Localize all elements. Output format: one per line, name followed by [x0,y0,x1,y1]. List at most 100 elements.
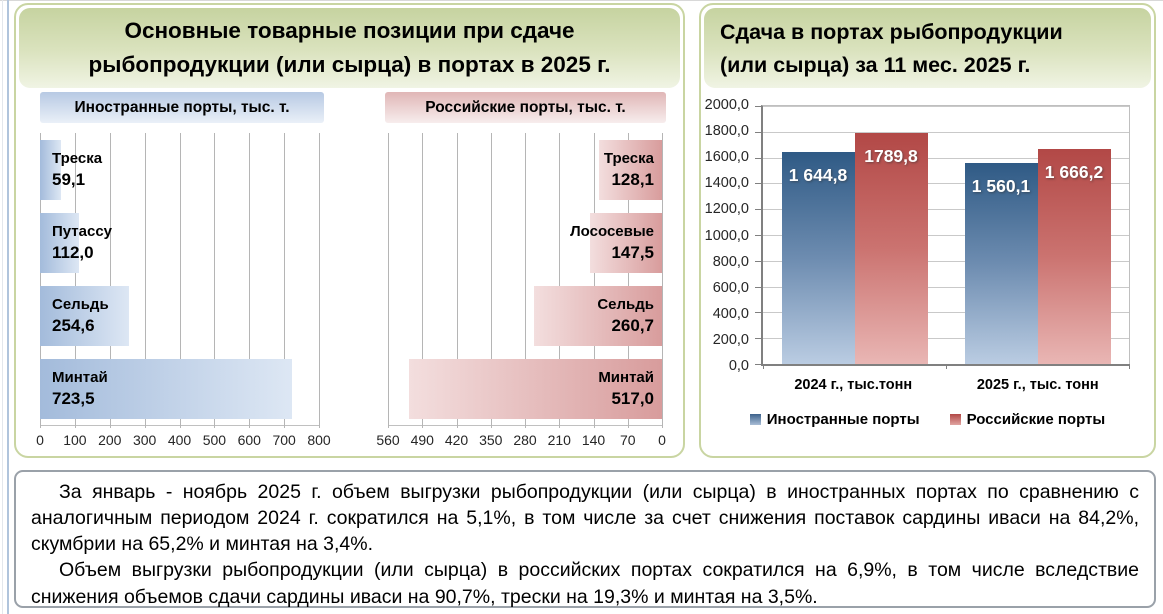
y-axis-tick [755,131,761,133]
bar-value-label: 517,0 [611,389,654,408]
gridline [456,133,458,428]
axis-tick-label: 280 [513,432,537,448]
axis-tick-label: 400 [167,432,192,448]
bar-row-путассу: Путассу 112,0 [40,213,319,273]
axis-tick-label: 800 [307,432,331,448]
axis-tick-label: 100 [63,432,87,448]
commodity-positions-panel: Основные товарные позиции при сдаче рыбо… [14,3,685,458]
left-panel-title-line2: рыбопродукции (или сырца) в портах в 202… [88,51,611,77]
bar-label: Сельдь 260,7 [597,286,654,346]
bar-value-label: 1 560,1 [971,175,1031,196]
gridline [284,133,286,428]
y-axis-tick [755,338,761,340]
ports-comparison-panel: Сдача в портах рыбопродукции (или сырца)… [699,3,1156,458]
axis-tick-label: 200 [98,432,122,448]
foreign-ports-chart: Треска 59,1 Путассу 112,0 Сельдь 254,6 Минтай 7… [36,133,331,449]
y-axis-tick-label: 1000,0 [704,227,749,244]
bar-value-label: 112,0 [52,243,94,262]
bar-category-label: Сельдь [52,296,109,313]
legend-item: Иностранные порты [749,411,920,428]
gridline [763,209,1129,211]
gridline [763,260,1129,262]
axis-tick-label: 700 [272,432,296,448]
y-axis-tick-label: 1600,0 [704,149,749,166]
bar-category-label: Сельдь [597,296,654,313]
right-panel-title: Сдача в портах рыбопродукции (или сырца)… [704,8,1151,88]
gridline [144,133,146,428]
bar-value-label: 1 644,8 [788,164,848,185]
bar-blue: 1 560,1 [964,162,1038,364]
gridline [763,312,1129,314]
gridline [763,131,1129,133]
top-rule [0,0,1163,1]
bar-label: Минтай 723,5 [52,359,108,419]
y-axis-tick [755,106,761,107]
left-rule [2,0,3,614]
summary-note: За январь - ноябрь 2025 г. объем выгрузк… [14,470,1156,608]
gridline [214,133,216,428]
x-axis-tick [946,364,947,369]
gridline [490,133,492,428]
russian-plot-area: Треска 128,1 Лососевые 147,5 Сельдь 260,7 Минт… [388,133,663,428]
note-paragraph-2: Объем выгрузки рыбопродукции (или сырца)… [31,559,1139,608]
russian-ports-chip: Российские порты, тыс. т. [385,92,666,123]
bar-value-label: 59,1 [52,170,86,189]
gridline [763,183,1129,185]
axis-tick-label: 0 [658,432,666,448]
gridline [593,133,595,428]
category-label: 2025 г., тыс. тонн [976,377,1099,393]
bar [40,359,293,419]
gridline [559,133,561,428]
y-axis-tick-label: 1800,0 [704,123,749,140]
gridline [40,133,41,428]
y-axis-tick [755,312,761,314]
bar-category-label: Минтай [52,369,108,386]
bar-category-label: Путассу [52,223,113,240]
gridline [763,235,1129,236]
legend-item: Российские порты [949,411,1106,428]
y-axis-tick-label: 200,0 [712,331,749,348]
axis-tick-label: 490 [410,432,434,448]
plot-area: 1 644,8 1789,8 1 560,1 1 666,2 [755,105,1130,369]
bar-red: 1 666,2 [1037,149,1111,364]
bar-value-label: 1 666,2 [1044,162,1104,183]
foreign-plot-area: Треска 59,1 Путассу 112,0 Сельдь 254,6 Минтай 7… [40,133,320,428]
bar-row-лососевые: Лососевые 147,5 [388,213,662,273]
bar [40,213,80,273]
y-axis-tick [755,157,761,159]
bar-row-сельдь: Сельдь 254,6 [40,286,319,346]
y-axis-tick-label: 2000,0 [704,97,749,113]
y-axis-tick [755,183,761,185]
bar-value-label: 147,5 [611,243,654,262]
bar [599,140,662,200]
axis-tick-label: 600 [237,432,261,448]
bar-group-2024: 1 644,8 1789,8 [763,106,946,364]
bar-category-label: Лососевые [570,223,654,240]
bar-value-label: 260,7 [611,316,654,335]
y-axis-tick [755,235,761,236]
axis-tick-label: 140 [581,432,606,448]
gridline [763,286,1129,288]
y-axis-tick-label: 1400,0 [704,175,749,192]
chart-legend: Иностранные порты Российские порты [701,411,1154,428]
bar-row-треска: Треска 128,1 [388,140,662,200]
gridline [179,133,181,428]
bar-label: Сельдь 254,6 [52,286,109,346]
bar [589,213,662,273]
bar-value-label: 254,6 [52,316,95,335]
left-panel-title: Основные товарные позиции при сдаче рыбо… [19,8,680,88]
gridline [525,133,526,428]
bar [40,140,61,200]
bar [40,286,129,346]
axis-tick-label: 420 [444,432,469,448]
y-axis-tick-label: 0,0 [728,358,749,374]
bar-value-label: 723,5 [52,389,95,408]
legend-label: Иностранные порты [766,411,920,428]
gridline [627,133,629,428]
foreign-x-axis: 0 100 200 300 400 500 600 700 800 [36,429,331,449]
bar-label: Треска 128,1 [604,140,654,200]
gridline [422,133,424,428]
legend-label: Российские порты [966,411,1106,428]
gridline [763,157,1129,159]
gridline [763,106,1129,107]
